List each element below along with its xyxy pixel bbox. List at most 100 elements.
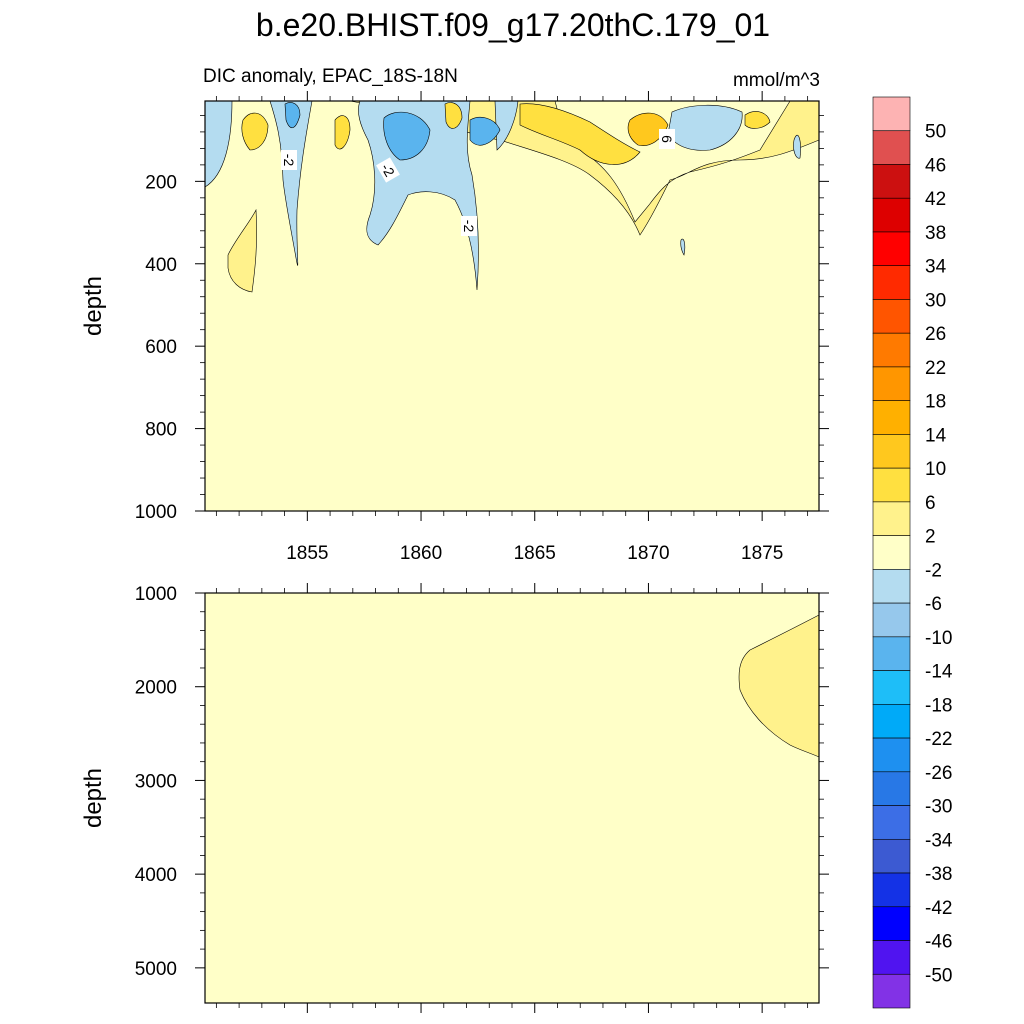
colorbar-label: -26	[925, 763, 952, 784]
anomaly-region-small-positive-2	[334, 115, 351, 150]
contour-label: -2	[281, 150, 297, 170]
chart-subtitle-left: DIC anomaly, EPAC_18S-18N	[203, 66, 458, 87]
colorbar-swatch	[872, 737, 911, 773]
colorbar-label: 46	[925, 155, 946, 176]
upper-x-tick-label: 1860	[400, 543, 442, 564]
colorbar-label: -34	[925, 830, 953, 851]
anomaly-region-right-edge-negative	[793, 134, 801, 159]
lower-y-tick-label: 4000	[135, 865, 177, 886]
colorbar-label: 50	[925, 122, 946, 143]
lower-y-axis-label: depth	[80, 768, 107, 828]
colorbar-label: -18	[925, 695, 952, 716]
upper-x-tick-label: 1875	[741, 543, 783, 564]
colorbar-label: -30	[925, 797, 952, 818]
upper-contour-labels: -2 -2 -2 6	[281, 129, 675, 236]
contour-label-text: -2	[461, 220, 477, 233]
colorbar-swatch	[872, 501, 911, 536]
colorbar-swatch	[872, 332, 911, 368]
contour-label: 6	[659, 129, 675, 149]
colorbar-swatch	[872, 704, 911, 739]
contour-label-box	[281, 150, 297, 170]
colorbar-swatch	[872, 467, 911, 503]
anomaly-region-small-positive-4	[744, 111, 771, 129]
anomaly-region-deep-negative-1	[383, 111, 431, 161]
anomaly-region-negative-central-2	[358, 100, 479, 291]
anomaly-region-peak-1870	[627, 112, 669, 146]
colorbar-label: 42	[925, 189, 946, 210]
lower-y-tick-label: 1000	[135, 584, 177, 605]
colorbar-label: 22	[925, 358, 946, 379]
colorbar-swatch	[872, 231, 911, 267]
colorbar-label: -2	[925, 560, 942, 581]
upper-y-axis-label: depth	[80, 276, 107, 336]
colorbar-label: 34	[925, 257, 947, 278]
colorbar-label: 14	[925, 425, 947, 446]
upper-depth-panel: -2 -2 -2 6 200 400 600 800 1000 1855 1860 1865 1870…	[80, 91, 829, 564]
contour-label-text: 6	[659, 135, 675, 143]
anomaly-region-small-positive-3	[444, 102, 463, 129]
colorbar-swatch	[872, 299, 911, 334]
lower-y-tick-label: 3000	[135, 771, 177, 792]
colorbar-swatch	[872, 366, 911, 401]
colorbar-swatch	[872, 602, 911, 638]
anomaly-region-subsurface-positive	[227, 208, 257, 293]
contour-label-text: -2	[281, 154, 297, 167]
colorbar-label: -38	[925, 864, 952, 885]
contour-label: -2	[376, 157, 400, 183]
colorbar-label: 10	[925, 459, 946, 480]
upper-y-tick-label: 1000	[135, 502, 177, 523]
upper-panel-contours	[204, 100, 820, 293]
colorbar-swatch	[872, 96, 911, 132]
colorbar-label: -6	[925, 594, 942, 615]
colorbar-swatch	[872, 838, 911, 874]
colorbar-swatch	[872, 130, 911, 165]
contour-label-box	[376, 157, 400, 183]
colorbar-label: -10	[925, 628, 952, 649]
colorbar-swatch	[872, 434, 911, 469]
colorbar-label: -14	[925, 662, 953, 683]
colorbar-label: -42	[925, 898, 952, 919]
contour-label: -2	[461, 216, 477, 236]
colorbar-swatch	[872, 805, 911, 840]
contour-label-box	[659, 129, 675, 149]
anomaly-region-deep-positive	[738, 614, 820, 758]
contour-label-box	[461, 216, 477, 236]
colorbar-swatch	[872, 197, 911, 233]
upper-y-tick-label: 600	[145, 337, 177, 358]
upper-y-tick-label: 200	[145, 172, 177, 193]
colorbar-swatch	[872, 771, 911, 806]
colorbar-label: 18	[925, 392, 946, 413]
colorbar-swatch	[872, 940, 911, 975]
upper-panel-background	[205, 101, 819, 511]
colorbar-label: -22	[925, 729, 952, 750]
colorbar-swatch	[872, 670, 911, 705]
colorbar-swatch	[872, 973, 911, 1009]
anomaly-region-positive	[349, 100, 820, 236]
anomaly-region-deep-negative-2	[469, 117, 501, 146]
upper-x-tick-label: 1870	[627, 543, 669, 564]
lower-panel-axes: 1000 2000 3000 4000 5000	[135, 583, 829, 1013]
chart-units-label: mmol/m^3	[733, 70, 820, 91]
colorbar-label: 2	[925, 527, 936, 548]
lower-panel-background	[205, 593, 819, 1003]
colorbar-swatch	[872, 906, 911, 941]
colorbar-swatch	[872, 872, 911, 908]
colorbar-swatch	[872, 636, 911, 671]
upper-x-tick-label: 1855	[286, 543, 328, 564]
anomaly-region-deep-negative-3	[284, 102, 301, 128]
colorbar-label: -50	[925, 965, 952, 986]
anomaly-region-negative-1870s	[667, 104, 743, 151]
upper-x-tick-label: 1865	[514, 543, 556, 564]
anomaly-region-isolated-negative	[680, 238, 686, 256]
anomaly-region-mid-positive	[519, 103, 641, 165]
upper-panel-axes: 200 400 600 800 1000 1855 1860 1865 1870 1875	[135, 91, 829, 564]
colorbar-swatch	[872, 265, 911, 300]
colorbar-swatch	[872, 164, 911, 199]
lower-y-tick-label: 2000	[135, 678, 177, 699]
lower-depth-panel: 1000 2000 3000 4000 5000 depth	[80, 583, 829, 1013]
chart-title: b.e20.BHIST.f09_g17.20thC.179_01	[256, 7, 770, 43]
colorbar-swatch	[872, 535, 911, 570]
colorbar-label: 38	[925, 223, 946, 244]
colorbar-label: 30	[925, 290, 946, 311]
anomaly-region-small-positive-1	[241, 112, 269, 151]
